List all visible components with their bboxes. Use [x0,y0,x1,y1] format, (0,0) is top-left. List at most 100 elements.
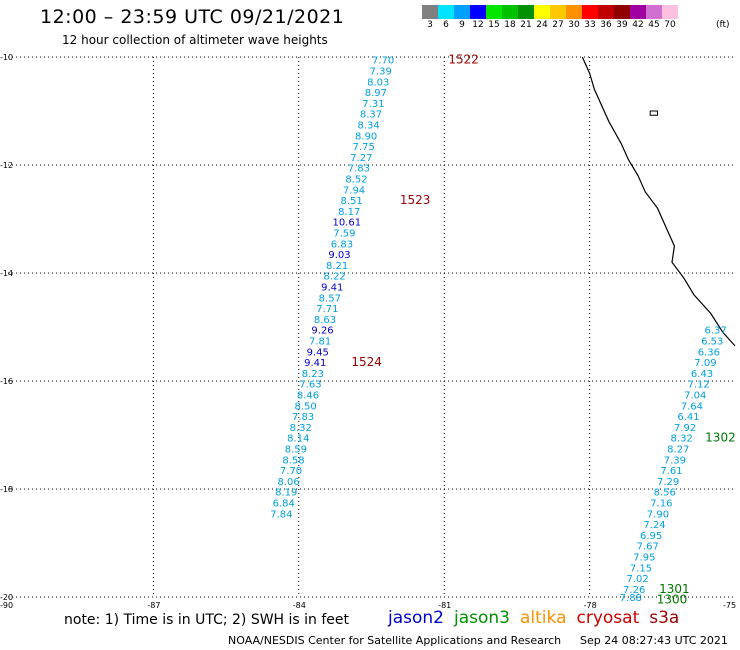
lat-tick-label: -18 [0,485,13,494]
color-scale-bar: 3 6 9 12 15 18 21 24 27 30 33 36 39 42 45 70 [422,5,678,31]
wave-height-value: 7.88 [620,593,642,604]
color-scale-swatch [646,5,662,19]
legend-item-altika: altika [520,608,567,628]
wave-height-value: 7.29 [657,477,679,488]
wave-height-value: 7.71 [316,304,338,315]
color-scale-swatch [486,5,502,19]
lon-tick-label: -78 [584,601,597,610]
color-scale-step: 45 [646,5,662,31]
color-scale-step: 18 [502,5,518,31]
color-scale-swatch [470,5,486,19]
color-scale-step: 24 [534,5,550,31]
color-scale-step: 42 [630,5,646,31]
color-scale-label: 6 [443,20,449,30]
wave-height-value: 9.03 [328,250,350,261]
chart-subtitle: 12 hour collection of altimeter wave hei… [62,33,328,47]
wave-height-value: 8.21 [326,261,348,272]
lat-tick-label: -12 [0,161,13,170]
chart-title: 12:00 – 23:59 UTC 09/21/2021 [40,6,345,28]
pass-number-label: 1301 [659,582,690,596]
wave-height-value: 7.92 [674,423,696,434]
color-scale-label: 70 [664,20,676,30]
wave-height-value: 7.94 [343,185,365,196]
legend-item-jason3: jason3 [454,608,510,628]
wave-height-value: 6.53 [701,337,723,348]
lat-tick-label: -14 [0,269,13,278]
wave-height-value: 7.70 [372,56,394,67]
color-scale-step: 30 [566,5,582,31]
color-scale-swatch [566,5,582,19]
wave-height-value: 7.64 [681,401,703,412]
lon-tick-label: -84 [293,601,306,610]
color-scale-step: 36 [598,5,614,31]
wave-height-value: 8.27 [667,445,689,456]
wave-height-value: 7.81 [309,337,331,348]
coastline [581,56,736,347]
color-scale-swatch [582,5,598,19]
wave-height-value: 9.41 [321,283,343,294]
color-scale-swatch [438,5,454,19]
color-scale-label: 3 [427,20,433,30]
wave-height-value: 9.41 [304,358,326,369]
pass-number-label: 1300 [657,593,688,607]
wave-height-value: 8.52 [345,175,367,186]
lat-tick-label: -16 [0,377,13,386]
pass-number-label: 1302 [705,431,736,445]
color-scale-label: 33 [584,20,596,30]
wave-height-value: 8.37 [360,110,382,121]
color-scale-swatch [422,5,438,19]
wave-height-value: 7.59 [333,229,355,240]
wave-height-value: 8.14 [287,434,309,445]
legend-item-s3a: s3a [649,608,680,628]
pass-number-label: 1523 [400,193,431,207]
satellite-legend: jason2 jason3 altika cryosat s3a [388,608,689,628]
wave-height-value: 6.43 [691,369,713,380]
wave-height-value: 7.02 [626,574,648,585]
wave-height-value: 8.46 [297,391,319,402]
color-scale-label: 24 [536,20,548,30]
wave-height-value: 8.51 [340,196,362,207]
units-note: note: 1) Time is in UTC; 2) SWH is in fe… [64,612,350,628]
color-scale-step: 27 [550,5,566,31]
wave-height-value: 7.04 [684,391,706,402]
island-outline [649,110,658,116]
wave-height-value: 8.32 [671,434,693,445]
wave-height-value: 8.22 [324,272,346,283]
wave-height-value: 8.50 [294,401,316,412]
wave-height-value: 8.19 [275,488,297,499]
color-scale-label: 39 [616,20,628,30]
wave-height-value: 8.63 [314,315,336,326]
wave-height-value: 7.12 [688,380,710,391]
wave-height-value: 7.63 [299,380,321,391]
wave-height-value: 6.84 [273,499,295,510]
color-scale-label: 30 [568,20,580,30]
wave-height-value: 10.61 [332,218,361,229]
lon-tick-label: -90 [0,601,13,610]
color-scale-label: 27 [552,20,564,30]
color-scale-swatch [534,5,550,19]
wave-height-value: 7.75 [353,142,375,153]
wave-height-value: 6.36 [698,347,720,358]
color-scale-label: 36 [600,20,612,30]
wave-height-value: 7.15 [630,563,652,574]
color-scale-step: 6 [438,5,454,31]
wave-height-value: 7.83 [348,164,370,175]
legend-item-jason2: jason2 [388,608,444,628]
wave-height-value: 8.56 [654,488,676,499]
lon-tick-label: -87 [147,601,160,610]
wave-height-value: 8.06 [277,477,299,488]
color-scale-label: 45 [648,20,660,30]
color-scale-swatch [630,5,646,19]
color-scale-step: 39 [614,5,630,31]
color-scale-step: 70 [662,5,678,31]
wave-height-value: 7.39 [664,455,686,466]
pass-number-label: 1522 [448,53,479,67]
wave-height-value: 7.16 [650,499,672,510]
wave-height-value: 8.90 [355,131,377,142]
wave-height-value: 9.45 [307,347,329,358]
wave-height-value: 7.67 [637,542,659,553]
wave-height-value: 6.41 [677,412,699,423]
color-scale-label: 18 [504,20,516,30]
pass-number-label: 1524 [351,355,382,369]
